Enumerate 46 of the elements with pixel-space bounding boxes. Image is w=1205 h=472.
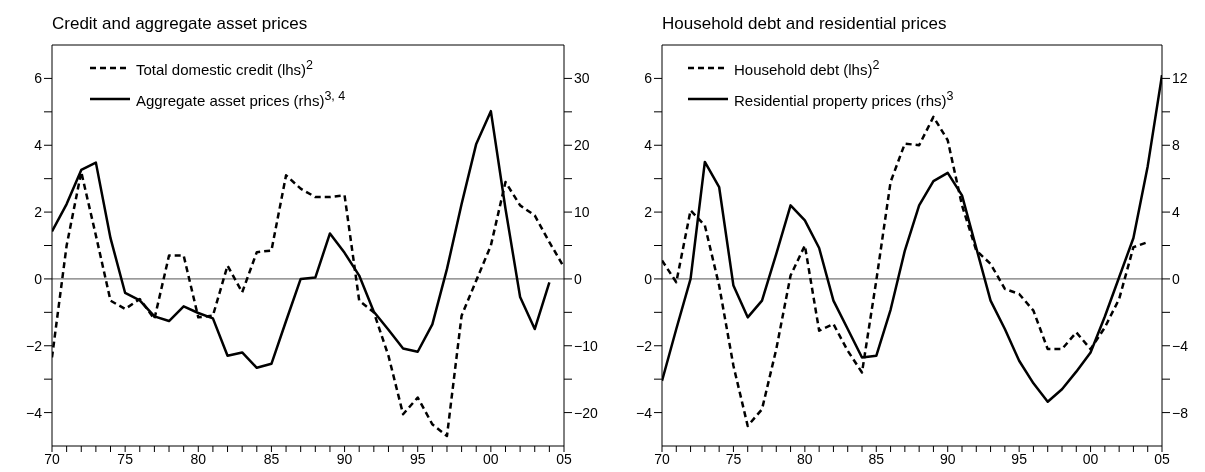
legend-label: Household debt (lhs)$^{2}$ (734, 57, 880, 80)
y2-tick-label: 20 (574, 137, 590, 154)
y2-tick-label: −8 (1172, 404, 1189, 421)
y-tick-label: 2 (34, 204, 43, 221)
chart-title: Credit and aggregate asset prices (52, 14, 308, 34)
y-tick-label: 2 (644, 204, 653, 221)
legend-label: Total domestic credit (lhs)$^{2}$ (136, 57, 314, 80)
y-tick-label: 0 (644, 270, 653, 287)
y2-tick-label: −4 (1172, 337, 1189, 354)
y-tick-label: 6 (644, 70, 653, 87)
y2-tick-label: 4 (1172, 204, 1180, 221)
x-tick-label: 70 (654, 450, 670, 467)
y-tick-label: −4 (26, 404, 43, 421)
y2-tick-label: 0 (574, 270, 582, 287)
y-tick-label: 6 (34, 70, 43, 87)
x-tick-label: 05 (1154, 450, 1170, 467)
x-tick-label: 80 (190, 450, 207, 467)
x-tick-label: 85 (868, 450, 885, 467)
y-tick-label: 4 (34, 137, 43, 154)
x-tick-label: 00 (483, 450, 499, 467)
legend-label: Aggregate asset prices (rhs)$^{3, 4}$ (136, 88, 346, 111)
y2-tick-label: 0 (1172, 270, 1180, 287)
y2-tick-label: −20 (574, 404, 598, 421)
y-tick-label: 4 (644, 137, 653, 154)
x-tick-label: 90 (336, 450, 353, 467)
x-tick-label: 75 (725, 450, 742, 467)
y2-tick-label: 8 (1172, 137, 1180, 154)
x-tick-label: 00 (1082, 450, 1099, 467)
x-tick-label: 95 (409, 450, 426, 467)
y2-tick-label: −10 (574, 337, 598, 354)
y-tick-label: −4 (636, 404, 653, 421)
x-tick-label: 80 (797, 450, 813, 467)
x-tick-label: 85 (263, 450, 280, 467)
y2-tick-label: 12 (1172, 70, 1188, 87)
chart-title: Household debt and residential prices (662, 14, 947, 34)
y2-tick-label: 30 (574, 70, 590, 87)
x-tick-label: 75 (117, 450, 134, 467)
y-tick-label: −2 (636, 337, 653, 354)
x-tick-label: 70 (44, 450, 60, 467)
y-tick-label: 0 (34, 270, 43, 287)
y-tick-label: −2 (26, 337, 43, 354)
x-tick-label: 95 (1011, 450, 1028, 467)
x-tick-label: 05 (556, 450, 572, 467)
x-tick-label: 90 (939, 450, 956, 467)
legend-label: Residential property prices (rhs)$^{3}$ (734, 88, 954, 111)
y2-tick-label: 10 (574, 204, 590, 221)
